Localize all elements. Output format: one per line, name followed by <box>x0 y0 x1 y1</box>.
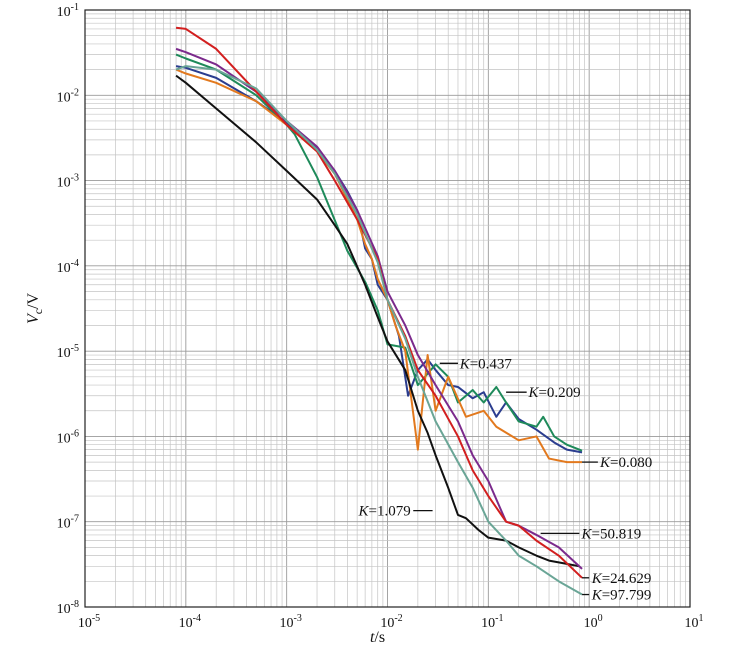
series-annotation-label: K=0.080 <box>599 455 652 471</box>
series-annotation-label: K=50.819 <box>581 526 642 542</box>
y-tick-label: 10-8 <box>57 599 79 617</box>
series-lines <box>175 26 583 596</box>
series-annotations: K=0.437 K=0.209 K=0.080 K=1.079 K=50.819 K=24… <box>358 356 653 603</box>
series-annotation-label: K=1.079 <box>358 504 411 520</box>
axis-labels: t/s Vc/V <box>25 293 385 647</box>
x-tick-label: 100 <box>584 613 603 631</box>
series-line-6 <box>175 65 583 596</box>
grid <box>84 10 690 608</box>
series-annotation-label: K=0.437 <box>459 356 513 372</box>
series-annotation-label: K=24.629 <box>591 571 652 587</box>
x-axis-label: t/s <box>370 629 385 645</box>
x-tick-label: 101 <box>685 613 704 631</box>
series-line-3 <box>175 74 580 568</box>
x-tick-label: 10-3 <box>279 613 301 631</box>
y-tick-label: 10-7 <box>57 514 79 532</box>
series-annotation-label: K=97.799 <box>591 588 652 604</box>
x-tick-label: 10-4 <box>179 613 201 631</box>
y-tick-label: 10-4 <box>57 258 79 276</box>
x-tick-label: 10-5 <box>78 613 100 631</box>
y-tick-label: 10-3 <box>57 173 79 191</box>
x-tick-label: 10-2 <box>380 613 402 631</box>
y-tick-label: 10-1 <box>57 2 79 20</box>
y-tick-label: 10-6 <box>57 428 79 446</box>
series-line-5 <box>175 26 583 579</box>
x-tick-label: 10-1 <box>481 613 503 631</box>
y-tick-label: 10-5 <box>57 343 79 361</box>
series-annotation-label: K=0.209 <box>527 385 580 401</box>
y-axis-label: Vc/V <box>25 293 45 325</box>
tick-labels: 10-5 10-4 10-3 10-2 10-1 100 101 10-8 10-7 10-6 10… <box>57 2 704 631</box>
plot-frame <box>84 9 691 608</box>
y-tick-label: 10-2 <box>57 87 79 105</box>
